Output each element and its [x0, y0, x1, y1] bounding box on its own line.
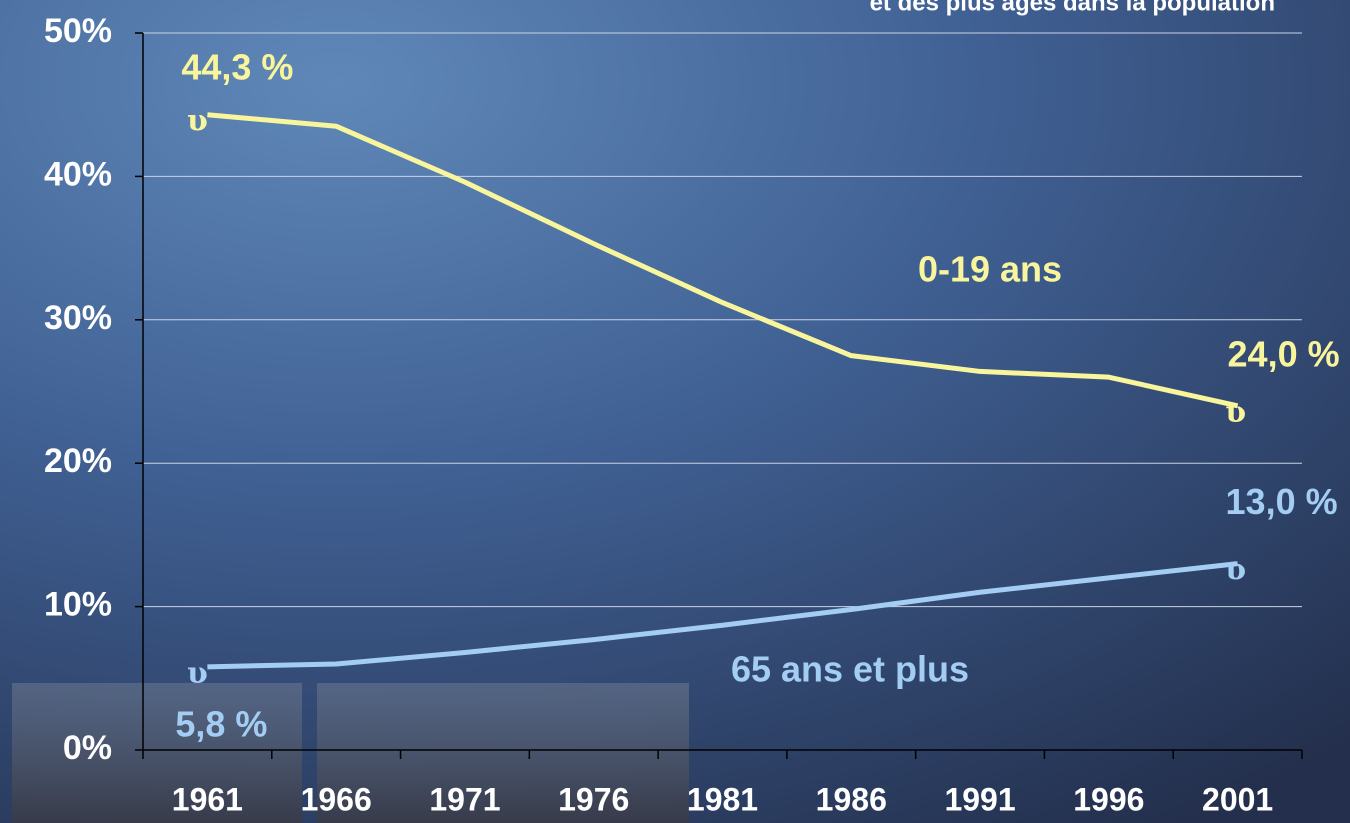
x-tick-label: 1981 [687, 781, 758, 817]
y-tick-label: 20% [44, 442, 112, 480]
data-label: 44,3 % [181, 46, 293, 87]
y-tick-label: 40% [44, 155, 112, 193]
x-tick-label: 1971 [429, 781, 500, 817]
photo [317, 683, 689, 823]
x-tick-label: 1961 [172, 781, 243, 817]
chart-title: et des plus âgés dans la population [870, 0, 1275, 16]
x-tick-label: 1986 [816, 781, 887, 817]
x-tick-label: 1996 [1073, 781, 1144, 817]
data-marker: υ [1225, 553, 1246, 588]
data-label: 13,0 % [1226, 481, 1338, 522]
data-marker: υ [187, 656, 208, 691]
x-tick-label: 2001 [1202, 781, 1273, 817]
page: et des plus âgés dans la population 0% 10… [0, 0, 1350, 823]
data-label: 24,0 % [1228, 333, 1340, 374]
y-tick-label: 0% [63, 729, 112, 767]
y-tick-label: 30% [44, 299, 112, 337]
x-tick-label: 1976 [558, 781, 629, 817]
series-name: 0-19 ans [918, 249, 1062, 290]
series-name: 65 ans et plus [731, 649, 969, 690]
data-label: 5,8 % [175, 703, 267, 744]
data-marker: υ [187, 104, 208, 139]
chart: et des plus âgés dans la population 0% 10… [0, 0, 1350, 823]
y-tick-label: 50% [44, 12, 112, 50]
data-marker: υ [1225, 395, 1246, 430]
y-tick-label: 10% [44, 586, 112, 624]
x-tick-label: 1966 [301, 781, 372, 817]
x-tick-label: 1991 [944, 781, 1015, 817]
